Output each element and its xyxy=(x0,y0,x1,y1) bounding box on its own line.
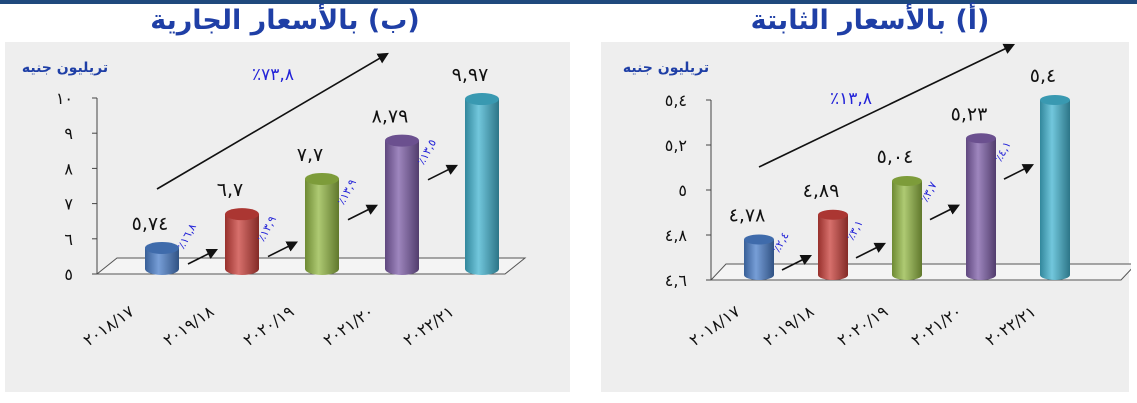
chart-title-current-prices: (ب) بالأسعار الجارية xyxy=(150,5,420,36)
bar-body xyxy=(145,247,179,275)
bar-body xyxy=(818,214,848,280)
y-axis-title: تريليون جنيه xyxy=(623,60,709,76)
total-growth-label: ٪١٣,٨ xyxy=(830,89,872,109)
bar-value-label: ٧,٧ xyxy=(297,144,323,166)
bar-value-label: ٤,٧٨ xyxy=(729,205,766,227)
bar-value-label: ٥,٧٤ xyxy=(132,213,169,235)
y-tick-label: ٥,٤ xyxy=(665,91,687,110)
bar-5 xyxy=(465,93,499,275)
bar-top xyxy=(818,209,848,220)
growth-arrow xyxy=(1003,164,1035,180)
bar-1 xyxy=(145,241,179,275)
bar-value-label: ٨,٧٩ xyxy=(372,106,409,128)
bar-top xyxy=(225,208,259,221)
bar-value-label: ٥,٤ xyxy=(1030,65,1056,87)
y-tick-label: ٧ xyxy=(64,195,73,214)
bar-body xyxy=(1040,100,1070,280)
bar-5 xyxy=(1040,95,1070,280)
chart-constant-prices: تريليون جنيه٤,٦٤,٨٥٥,٢٥,٤٤,٧٨٢٠١٨/١٧٤,٨٩… xyxy=(601,42,1131,392)
growth-arrow xyxy=(347,204,379,221)
bar-top xyxy=(465,93,499,106)
bar-3 xyxy=(305,172,339,275)
y-axis-title: تريليون جنيه xyxy=(22,60,108,76)
y-tick-label: ٥ xyxy=(64,265,73,284)
bar-value-label: ٥,٠٤ xyxy=(877,146,914,168)
bar-body xyxy=(225,214,259,275)
y-tick-label: ٦ xyxy=(64,230,73,249)
growth-arrow xyxy=(267,241,299,258)
bar-top xyxy=(385,134,419,147)
growth-arrow xyxy=(929,204,961,221)
total-growth-arrow xyxy=(156,52,389,190)
bar-body xyxy=(305,178,339,275)
bar-body xyxy=(385,140,419,275)
bar-body xyxy=(465,99,499,275)
bar-top xyxy=(1040,95,1070,105)
bar-body xyxy=(744,239,774,280)
growth-arrow xyxy=(427,164,459,181)
y-tick-label: ٥ xyxy=(678,181,687,200)
bar-2 xyxy=(225,208,259,275)
y-tick-label: ٨ xyxy=(64,159,73,178)
chart-current-prices: تريليون جنيه٥٦٧٨٩١٠٥,٧٤٢٠١٨/١٧٦,٧٢٠١٩/١٨… xyxy=(5,42,570,392)
bar-top xyxy=(892,176,922,186)
bar-3 xyxy=(892,176,922,280)
bar-1 xyxy=(744,234,774,280)
top-border-bar xyxy=(0,0,1137,4)
total-growth-label: ٪٧٣,٨ xyxy=(252,65,294,85)
bar-top xyxy=(305,172,339,185)
growth-arrow xyxy=(855,242,887,259)
y-tick-label: ٩ xyxy=(64,124,73,143)
y-tick-label: ٤,٨ xyxy=(665,226,688,245)
bar-value-label: ٥,٢٣ xyxy=(951,103,988,125)
y-tick-label: ١٠ xyxy=(56,89,73,108)
bar-body xyxy=(892,181,922,280)
growth-arrow xyxy=(187,248,219,265)
y-tick-label: ٥,٢ xyxy=(665,136,687,155)
bar-4 xyxy=(966,133,996,280)
bar-body xyxy=(966,138,996,280)
chart-title-constant-prices: (أ) بالأسعار الثابتة xyxy=(750,5,990,36)
bar-top xyxy=(966,133,996,144)
y-tick-label: ٤,٦ xyxy=(665,271,687,290)
bar-value-label: ٦,٧ xyxy=(217,179,243,201)
growth-arrow xyxy=(781,254,813,271)
bar-top xyxy=(145,241,179,254)
bar-value-label: ٤,٨٩ xyxy=(803,180,840,202)
bar-value-label: ٩,٩٧ xyxy=(452,64,489,86)
bar-4 xyxy=(385,134,419,275)
bar-2 xyxy=(818,209,848,280)
total-growth-arrow xyxy=(758,43,1016,168)
bar-top xyxy=(744,234,774,245)
